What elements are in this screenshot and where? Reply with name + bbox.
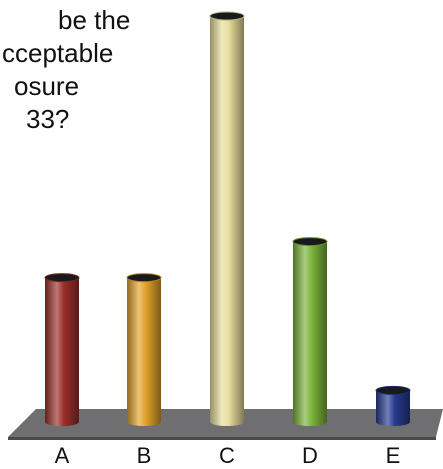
category-label-C: C [219, 443, 235, 468]
chart-floor-edge [8, 437, 436, 440]
bar-E [376, 390, 410, 426]
bar-A [45, 277, 79, 426]
bar-cap-C [209, 11, 245, 21]
bar-cap-D [292, 237, 328, 247]
category-label-E: E [386, 443, 401, 468]
bar-cap-E [375, 385, 411, 395]
bar-cap-A [44, 273, 80, 283]
bar-cap-B [126, 273, 162, 283]
question-text: be the cceptable osure 33? [0, 4, 260, 136]
question-line-3: osure [14, 71, 80, 101]
category-labels: A B C D E [55, 443, 401, 468]
question-line-4: 33? [26, 104, 70, 134]
question-line-1: be the [58, 5, 131, 35]
category-label-D: D [302, 443, 318, 468]
bar-C [210, 16, 244, 427]
bar-D [293, 241, 327, 426]
question-line-2: cceptable [2, 38, 114, 68]
category-label-B: B [137, 443, 152, 468]
bar-B [127, 277, 161, 426]
bars-layer [44, 11, 411, 427]
category-label-A: A [55, 443, 70, 468]
